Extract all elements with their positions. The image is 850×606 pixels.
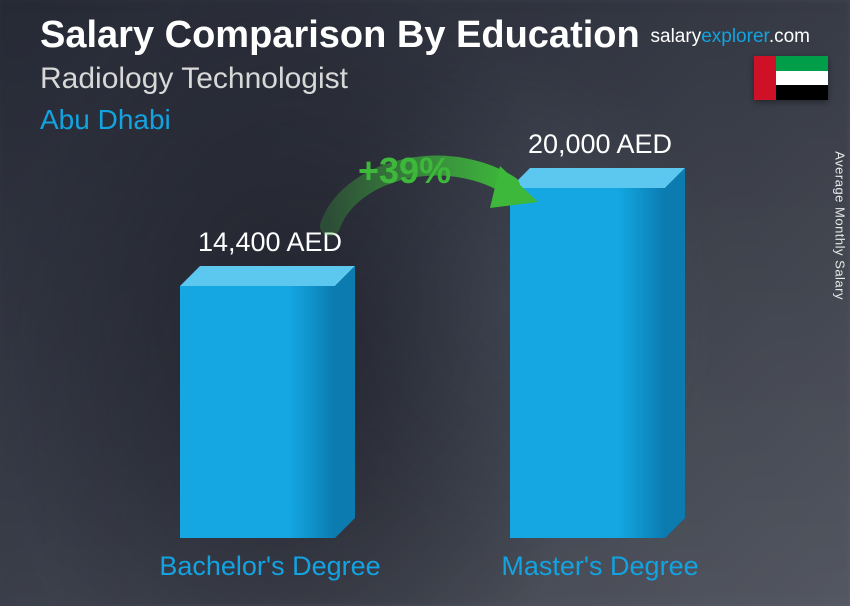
bar-side-face bbox=[335, 266, 355, 538]
flag-stripe-black bbox=[776, 85, 828, 100]
brand-mid: explorer bbox=[701, 26, 769, 47]
bar-3d bbox=[180, 286, 355, 538]
brand-logo-text: salaryexplorer.com bbox=[651, 26, 810, 48]
chart-location: Abu Dhabi bbox=[40, 104, 171, 136]
flag-uae bbox=[754, 56, 828, 100]
flag-stripe-white bbox=[776, 71, 828, 86]
bar-category-label: Bachelor's Degree bbox=[120, 551, 420, 582]
flag-stripe-red bbox=[754, 56, 776, 100]
percent-increase-label: +39% bbox=[358, 150, 451, 192]
brand-suffix: .com bbox=[769, 26, 810, 47]
brand-prefix: salary bbox=[651, 26, 702, 47]
chart-title: Salary Comparison By Education bbox=[40, 14, 640, 57]
bar-side-face bbox=[665, 168, 685, 538]
bar-front-face bbox=[180, 286, 335, 538]
y-axis-label: Average Monthly Salary bbox=[833, 151, 848, 300]
bar-category-label: Master's Degree bbox=[450, 551, 750, 582]
flag-stripe-green bbox=[776, 56, 828, 71]
chart-subtitle: Radiology Technologist bbox=[40, 62, 348, 96]
bar-top-face bbox=[180, 266, 355, 286]
